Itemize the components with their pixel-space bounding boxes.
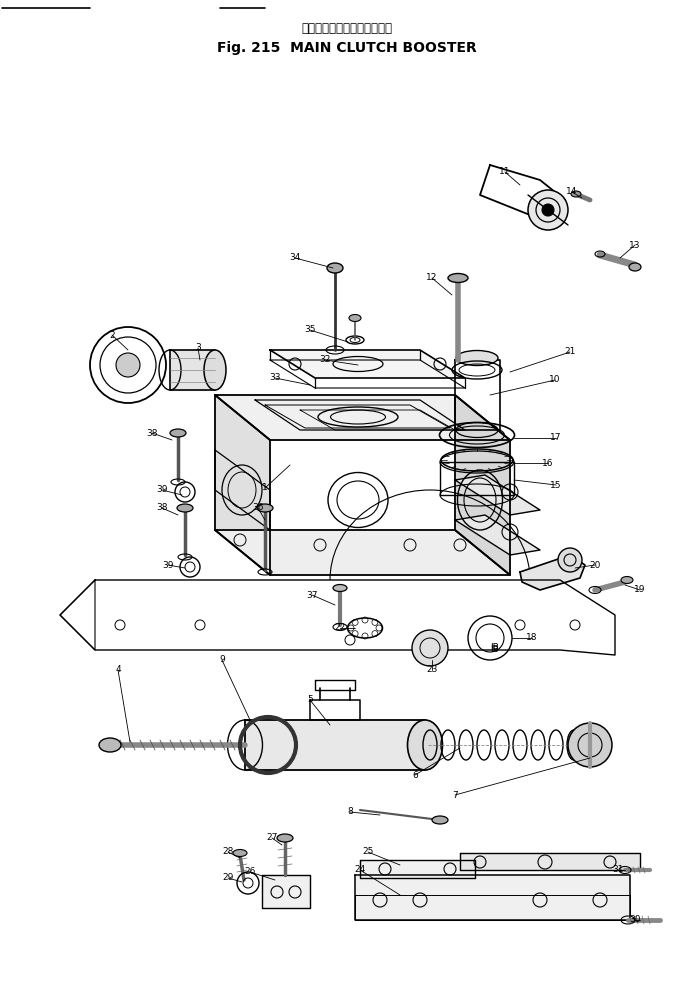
Polygon shape (270, 350, 465, 378)
Ellipse shape (333, 584, 347, 591)
Text: 4: 4 (115, 665, 121, 674)
Polygon shape (215, 395, 270, 575)
Polygon shape (520, 555, 585, 590)
Text: 33: 33 (269, 373, 281, 382)
Text: 19: 19 (634, 585, 645, 595)
Ellipse shape (571, 191, 581, 197)
Ellipse shape (177, 504, 193, 512)
Text: 10: 10 (549, 375, 561, 384)
Polygon shape (215, 530, 510, 575)
Ellipse shape (456, 350, 498, 365)
Text: 17: 17 (550, 434, 561, 443)
Text: 8: 8 (347, 808, 353, 817)
Text: 21: 21 (564, 347, 576, 356)
Polygon shape (170, 350, 215, 390)
Text: 1: 1 (262, 483, 268, 492)
Text: 27: 27 (266, 834, 278, 842)
Ellipse shape (621, 576, 633, 583)
Text: 15: 15 (550, 480, 561, 489)
Ellipse shape (233, 849, 247, 856)
Text: 2: 2 (109, 331, 115, 340)
Text: 22: 22 (335, 624, 346, 633)
Text: IB: IB (491, 645, 500, 654)
Circle shape (542, 204, 554, 216)
Polygon shape (455, 515, 540, 555)
Text: 29: 29 (222, 873, 234, 882)
Text: 20: 20 (589, 560, 601, 569)
Text: 26: 26 (244, 867, 255, 876)
Text: 24: 24 (355, 865, 366, 874)
Text: 6: 6 (412, 770, 418, 779)
Text: 37: 37 (306, 590, 318, 600)
Text: Fig. 215  MAIN CLUTCH BOOSTER: Fig. 215 MAIN CLUTCH BOOSTER (217, 41, 477, 55)
Ellipse shape (257, 504, 273, 512)
Text: 9: 9 (219, 655, 225, 664)
Circle shape (116, 353, 140, 377)
Text: メイン　クラッチ　ブースタ: メイン クラッチ ブースタ (301, 22, 393, 35)
Text: 39: 39 (162, 560, 174, 569)
Text: 25: 25 (362, 847, 373, 856)
Polygon shape (355, 875, 630, 920)
Text: 23: 23 (426, 665, 438, 674)
Text: 28: 28 (222, 847, 234, 856)
Text: 39: 39 (156, 485, 168, 494)
Polygon shape (245, 720, 425, 770)
Text: 31: 31 (612, 865, 624, 874)
Polygon shape (455, 395, 510, 575)
Ellipse shape (407, 720, 443, 770)
Ellipse shape (277, 834, 293, 842)
Text: 12: 12 (426, 273, 438, 282)
Ellipse shape (170, 429, 186, 437)
Ellipse shape (327, 263, 343, 273)
Circle shape (528, 190, 568, 230)
Text: 36: 36 (252, 504, 264, 513)
Ellipse shape (349, 315, 361, 322)
Text: 7: 7 (452, 790, 458, 800)
Ellipse shape (448, 273, 468, 282)
Polygon shape (360, 860, 475, 878)
Text: 16: 16 (542, 458, 554, 467)
Polygon shape (262, 875, 310, 908)
Text: 11: 11 (499, 167, 511, 176)
Circle shape (558, 548, 582, 572)
Text: 38: 38 (156, 504, 168, 513)
Polygon shape (455, 475, 540, 515)
Polygon shape (215, 395, 510, 440)
Text: 18: 18 (526, 634, 538, 643)
Text: 5: 5 (307, 696, 313, 705)
Text: IB: IB (491, 644, 500, 652)
Ellipse shape (99, 738, 121, 752)
Text: 13: 13 (629, 241, 641, 249)
Circle shape (568, 723, 612, 767)
Ellipse shape (204, 350, 226, 390)
Text: 38: 38 (146, 429, 158, 438)
Text: 32: 32 (319, 355, 330, 364)
Text: 34: 34 (289, 253, 301, 262)
Text: 14: 14 (566, 187, 577, 196)
Ellipse shape (432, 816, 448, 824)
Text: 35: 35 (304, 326, 316, 335)
Ellipse shape (629, 263, 641, 271)
Circle shape (412, 630, 448, 666)
Text: 30: 30 (629, 916, 641, 925)
Polygon shape (460, 853, 640, 870)
Text: 3: 3 (195, 344, 201, 352)
